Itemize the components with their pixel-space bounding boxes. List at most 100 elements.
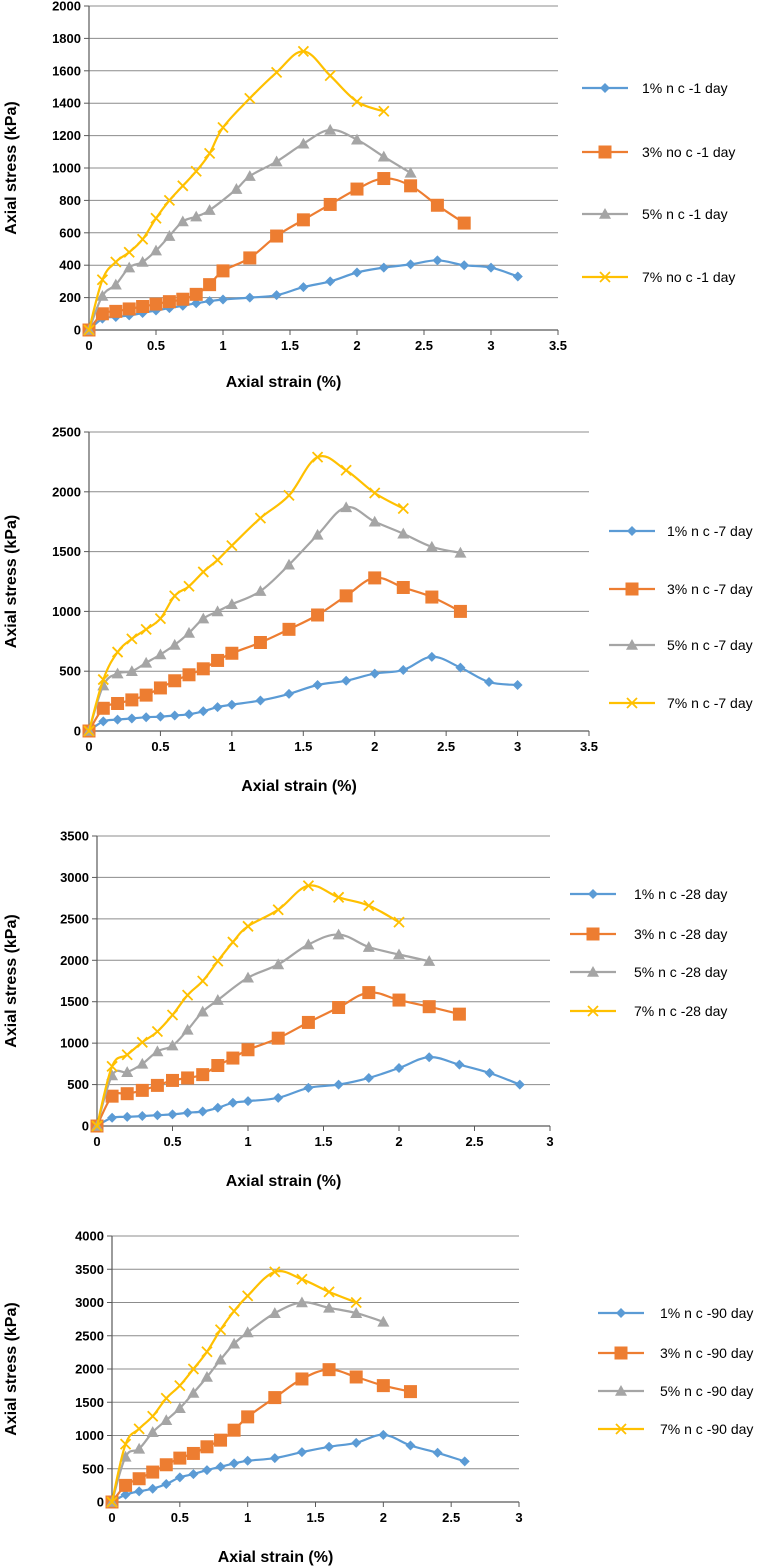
legend-marker [626,697,638,709]
data-point [176,215,189,227]
y-tick-label: 800 [59,193,81,208]
data-point [368,515,381,527]
data-point [137,1111,148,1122]
data-point [121,1066,134,1077]
series-square [82,172,471,337]
data-point [196,1005,209,1017]
data-point [111,667,124,679]
legend-entry: 5% n c -1 day [582,206,728,222]
data-point [369,668,380,679]
data-point [363,1072,374,1083]
x-axis-title: Axial strain (%) [241,778,357,795]
series-x [106,1266,362,1508]
data-point [173,1402,186,1414]
y-tick-label: 3500 [60,829,89,844]
data-point [120,1087,134,1101]
x-tick-label: 2.5 [465,1134,483,1149]
legend-label: 7% n c -28 day [634,1003,727,1019]
data-point [512,271,523,282]
x-tick-label: 0.5 [171,1510,189,1525]
data-point [214,1324,227,1336]
x-tick-label: 1.5 [306,1510,324,1525]
data-point [106,1060,118,1072]
x-tick-label: 1.5 [314,1134,332,1149]
data-point [340,501,353,513]
series-x [91,880,405,1132]
x-axis-title: Axial strain (%) [226,1173,342,1190]
legend-label: 5% n c -1 day [642,206,728,222]
data-point [133,1423,145,1435]
y-tick-label: 2500 [60,911,89,926]
data-point [169,590,181,602]
data-point [120,1489,131,1500]
data-point [324,1441,335,1452]
data-point [432,255,443,266]
data-point [203,278,217,292]
data-point [174,1379,186,1392]
data-point [254,585,267,596]
data-point [377,1315,390,1327]
data-point [218,294,228,305]
data-point [486,262,496,273]
data-point [311,528,324,540]
data-point [168,638,181,650]
legend-marker [625,582,639,596]
data-point [339,589,353,603]
data-point [324,70,336,82]
data-point [270,66,283,79]
x-tick-label: 1 [244,1134,251,1149]
y-tick-label: 2000 [52,484,81,499]
data-point [136,300,150,314]
legend-label: 1% n c -90 day [660,1305,753,1321]
x-tick-label: 2.5 [437,739,455,754]
data-point [96,701,110,715]
y-tick-label: 1500 [75,1395,104,1410]
legend-label: 7% n c -7 day [667,695,753,711]
legend-marker [614,1346,628,1360]
data-point [325,276,336,287]
data-point [212,955,224,967]
data-point [214,1433,228,1447]
legend-label: 3% n c -7 day [667,581,753,597]
series-line [110,1301,384,1503]
data-point [212,702,223,713]
data-point [123,246,135,258]
data-point [153,681,167,695]
data-point [398,665,409,676]
data-point [297,45,310,57]
data-point [241,1410,255,1424]
stress-strain-chart-7-day: 0 500 1000 1500 2000 2500 0 0.5 1 1.5 2 2.5 3 3.5 Axia… [3,425,753,796]
data-point [270,155,283,167]
data-point [226,1051,240,1065]
data-point [133,1442,146,1454]
data-point [362,986,376,1000]
data-point [295,1372,309,1386]
legend-marker [598,145,612,159]
data-point [296,1273,308,1285]
data-point [152,1110,163,1121]
y-tick-label: 2000 [60,953,89,968]
y-tick-label: 1400 [52,96,81,111]
legend-entry: 1% n c -90 day [598,1305,753,1321]
legend-marker [586,927,600,941]
series-line [88,655,518,732]
data-point [96,274,109,286]
data-point [146,1465,160,1479]
legend-entry: 3% n c -90 day [598,1345,753,1361]
data-point [147,1483,158,1494]
data-point [147,1410,159,1422]
data-point [160,1414,173,1426]
data-point [242,1455,253,1466]
y-tick-label: 1000 [75,1428,104,1443]
data-point [311,608,325,622]
data-point [229,1458,240,1469]
data-point [484,676,494,687]
legend-label: 1% n c -28 day [634,886,727,902]
data-point [350,182,364,196]
data-point [126,713,137,724]
series-diamond [84,651,523,736]
data-point [198,706,209,717]
data-point [312,679,323,690]
x-tick-label: 0 [85,338,92,353]
x-tick-label: 0.5 [163,1134,181,1149]
